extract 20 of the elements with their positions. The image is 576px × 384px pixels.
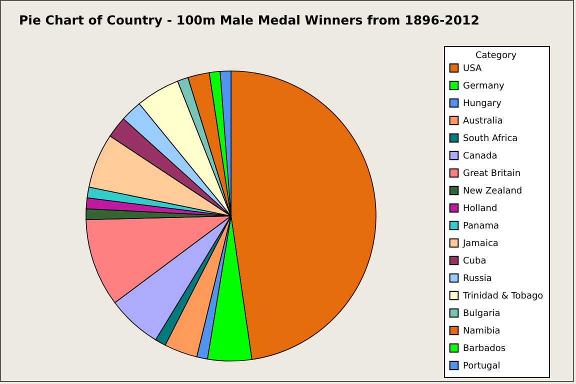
legend-title: Category <box>475 51 518 61</box>
legend-label: New Zealand <box>463 186 522 196</box>
legend-label: Canada <box>463 152 498 162</box>
legend-label: Holland <box>463 204 498 214</box>
legend-label: Jamaica <box>462 239 498 249</box>
legend-label: Hungary <box>463 99 502 109</box>
legend-label: Great Britain <box>463 169 521 179</box>
chart-title: Pie Chart of Country - 100m Male Medal Winners from 1896-2012 <box>19 12 480 28</box>
legend-label: Bulgaria <box>463 309 500 319</box>
legend-label: Portugal <box>463 362 500 372</box>
legend-label: South Africa <box>463 134 518 144</box>
legend-label: Panama <box>463 222 500 232</box>
legend-label: Cuba <box>463 256 486 266</box>
legend-label: Barbados <box>463 344 506 354</box>
legend-label: Namibia <box>463 326 500 336</box>
legend-label: Russia <box>463 274 492 284</box>
legend-label: Germany <box>463 82 506 92</box>
legend-label: Trinidad & Tobago <box>462 292 544 302</box>
legend-label: Australia <box>463 116 503 126</box>
legend-label: USA <box>463 64 482 74</box>
